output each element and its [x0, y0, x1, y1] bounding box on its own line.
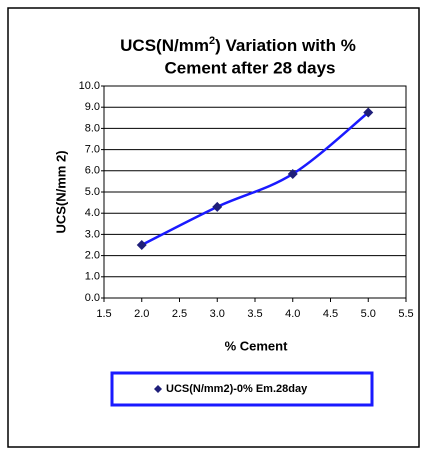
- x-tick-label: 4.5: [323, 308, 338, 320]
- y-axis-title: UCS(N/mm 2): [53, 150, 68, 233]
- x-tick-label: 4.0: [285, 308, 300, 320]
- y-tick-label: 9.0: [85, 101, 100, 113]
- legend-label: UCS(N/mm2)-0% Em.28day: [166, 383, 308, 395]
- plot-frame: [103, 85, 407, 299]
- y-tick-label: 0.0: [85, 292, 100, 304]
- legend-box-inner: [114, 375, 370, 403]
- title-superscript: 2: [209, 35, 215, 47]
- x-tick-label: 1.5: [96, 308, 111, 320]
- y-tick-label: 2.0: [85, 250, 100, 262]
- chart-title-line1: UCS(N/mm2) Variation with %: [120, 35, 356, 56]
- data-point: [212, 201, 223, 212]
- y-tick-label: 7.0: [85, 144, 100, 156]
- y-tick-label: 6.0: [85, 165, 100, 177]
- x-tick-label: 5.0: [361, 308, 376, 320]
- x-tick-label: 3.5: [247, 308, 262, 320]
- title-part: ) Variation with %: [215, 36, 356, 55]
- legend-marker: [154, 385, 162, 393]
- x-tick-label: 2.0: [134, 308, 149, 320]
- y-tick-label: 3.0: [85, 228, 100, 240]
- y-tick-label: 5.0: [85, 186, 100, 198]
- y-tick-label: 8.0: [85, 122, 100, 134]
- data-point: [363, 107, 374, 118]
- x-tick-label: 2.5: [172, 308, 187, 320]
- data-point: [136, 240, 147, 250]
- x-tick-label: 3.0: [210, 308, 225, 320]
- data-point: [287, 168, 298, 179]
- series-line: [141, 111, 370, 247]
- x-tick-label: 5.5: [398, 308, 413, 320]
- title-part: UCS(N/mm: [120, 36, 209, 55]
- y-tick-label: 10.0: [79, 80, 100, 92]
- chart-title-line2: Cement after 28 days: [164, 58, 335, 77]
- x-axis-title: % Cement: [225, 338, 289, 353]
- y-tick-label: 1.0: [85, 271, 100, 283]
- y-tick-label: 4.0: [85, 207, 100, 219]
